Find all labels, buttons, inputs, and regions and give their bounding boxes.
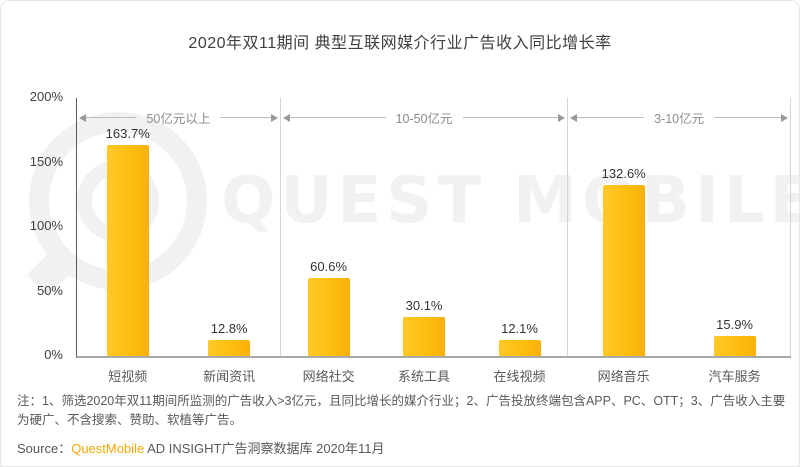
header-line (86, 117, 137, 118)
y-tick-label: 200% (29, 89, 63, 104)
arrow-left-icon (282, 113, 290, 122)
y-axis-labels: 200% 150% 100% 50% 0% (1, 89, 69, 362)
group-bars: 163.7% 短视频 12.8% 新闻资讯 (77, 98, 280, 385)
chart-group: 50亿元以上 163.7% 短视频 12.8% 新闻资讯 (77, 98, 281, 385)
header-line (220, 117, 271, 118)
header-line (462, 117, 559, 118)
y-tick-label: 150% (29, 153, 63, 169)
bar-slot: 15.9% 汽车服务 (679, 98, 790, 385)
bar-slot: 60.6% 网络社交 (281, 98, 376, 384)
category-label: 网络社交 (302, 369, 355, 384)
bar-value-label: 30.1% (405, 298, 443, 314)
group-range-label: 3-10亿元 (654, 112, 705, 126)
bar-slot: 30.1% 系统工具 (376, 98, 471, 384)
group-range-label: 50亿元以上 (146, 112, 211, 126)
bar (602, 184, 645, 356)
group-bars: 60.6% 网络社交 30.1% 系统工具 12.1% 在线视频 (281, 98, 567, 384)
bar (106, 144, 149, 356)
source-brand: QuestMobile (71, 441, 145, 456)
source-suffix: AD INSIGHT广告洞察数据库 2020年11月 (144, 441, 385, 456)
chart-group: 3-10亿元 132.6% 网络音乐 15.9% 汽车服务 (568, 98, 791, 385)
chart-title: 2020年双11期间 典型互联网媒介行业广告收入同比增长率 (188, 35, 612, 52)
group-range-header: 10-50亿元 (282, 108, 566, 127)
arrow-right-icon (558, 113, 566, 122)
source-prefix: Source： (17, 441, 72, 456)
arrow-left-icon (570, 113, 578, 122)
category-label: 新闻资讯 (203, 369, 256, 384)
y-tick-label: 0% (44, 347, 63, 362)
plot-area: 50亿元以上 163.7% 短视频 12.8% 新闻资讯 10-50亿元 60.6% 网络社交… (76, 98, 791, 385)
bar-value-label: 12.1% (501, 321, 538, 337)
bar-value-label: 15.9% (716, 316, 753, 332)
bar-slot: 132.6% 网络音乐 (568, 98, 679, 384)
header-line (714, 117, 781, 118)
header-line (577, 117, 645, 118)
group-bars: 132.6% 网络音乐 15.9% 汽车服务 (568, 98, 790, 385)
group-range-label: 10-50亿元 (395, 112, 453, 126)
y-tick-label: 100% (29, 218, 63, 233)
group-range-header: 50亿元以上 (79, 108, 278, 127)
source-line: Source：QuestMobile AD INSIGHT广告洞察数据库 202… (17, 438, 385, 457)
bar-value-label: 163.7% (105, 125, 150, 141)
bar-value-label: 12.8% (210, 320, 248, 336)
category-label: 系统工具 (398, 369, 451, 384)
chart-group: 10-50亿元 60.6% 网络社交 30.1% 系统工具 12.1% 在线视频 (281, 98, 569, 384)
category-label: 网络音乐 (597, 369, 650, 384)
bar (403, 317, 446, 356)
bar-slot: 163.7% 短视频 (77, 98, 178, 384)
arrow-right-icon (270, 113, 278, 122)
y-tick-label: 50% (36, 282, 63, 298)
bar-value-label: 132.6% (601, 165, 646, 181)
bar (498, 340, 541, 356)
bar-slot: 12.1% 在线视频 (472, 98, 567, 384)
footnotes: 注：1、筛选2020年双11期间所监测的广告收入>3亿元，且同比增长的媒介行业；… (17, 394, 786, 428)
arrow-left-icon (79, 113, 86, 122)
bar-value-label: 60.6% (310, 258, 348, 274)
bar (307, 277, 350, 356)
bar (208, 339, 251, 356)
category-label: 汽车服务 (708, 369, 761, 384)
group-range-header: 3-10亿元 (570, 108, 788, 127)
arrow-right-icon (781, 113, 788, 122)
chart-groups: 50亿元以上 163.7% 短视频 12.8% 新闻资讯 10-50亿元 60.6% 网络社交… (77, 98, 791, 385)
category-label: 短视频 (108, 369, 148, 384)
bar (713, 335, 756, 356)
header-line (289, 117, 386, 118)
category-label: 在线视频 (493, 369, 546, 384)
bar-slot: 12.8% 新闻资讯 (178, 98, 279, 385)
